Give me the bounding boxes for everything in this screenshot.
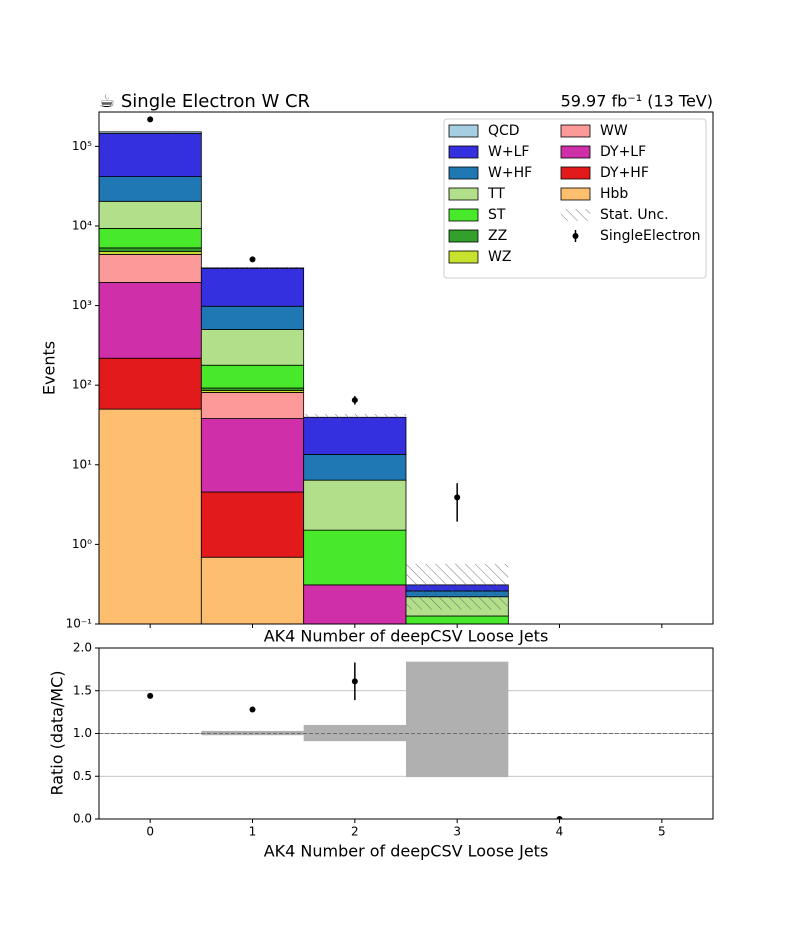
stack-segment [201, 392, 303, 418]
legend-label: DY+HF [600, 165, 649, 181]
legend-label: QCD [488, 123, 520, 139]
stack-segment [201, 365, 303, 388]
legend-label: SingleElectron [600, 228, 700, 244]
x-tick-label: 4 [556, 825, 564, 839]
x-tick-label: 2 [351, 825, 359, 839]
stack-segment [304, 480, 406, 530]
legend-swatch [561, 209, 590, 221]
legend-label: DY+LF [600, 144, 646, 160]
x-axis-label: AK4 Number of deepCSV Loose Jets [264, 627, 549, 646]
y-tick-label: 10⁵ [72, 139, 92, 153]
x-tick-label: 5 [658, 825, 666, 839]
mc-unc-band [304, 725, 406, 741]
y-tick-label: 10⁻¹ [66, 617, 93, 631]
y-tick-label: 1.5 [73, 683, 92, 697]
data-point [352, 678, 358, 684]
y-tick-label: 10¹ [72, 457, 92, 471]
mc-unc-band [201, 731, 303, 735]
y-tick-label: 10³ [72, 298, 92, 312]
legend-swatch [449, 251, 478, 263]
y-tick-label: 0.0 [73, 812, 92, 826]
x-tick-label: 3 [453, 825, 461, 839]
y-tick-label: 10⁰ [72, 537, 92, 551]
legend-swatch [449, 230, 478, 242]
x-tick-label: 0 [146, 825, 154, 839]
legend-label: W+LF [488, 144, 529, 160]
stack-segment [201, 268, 303, 306]
stack-segment [99, 228, 201, 247]
stack-segment [304, 454, 406, 480]
data-point [352, 397, 358, 403]
stat-unc-band [304, 414, 406, 421]
legend-label: TT [487, 186, 505, 202]
legend-label: Stat. Unc. [600, 207, 669, 223]
data-point [250, 707, 256, 713]
y-axis-label: Events [40, 341, 59, 395]
legend-swatch [573, 233, 579, 239]
data-point [250, 256, 256, 262]
data-point [147, 116, 153, 122]
stack-segment [99, 177, 201, 202]
chart-title: ☕ Single Electron W CR [99, 91, 310, 112]
stack-segment [201, 419, 303, 492]
legend-label: W+HF [488, 165, 532, 181]
stack-segment [304, 417, 406, 454]
stack-segment [201, 330, 303, 366]
stack-segment [99, 358, 201, 409]
legend-swatch [449, 125, 478, 137]
x-tick-label: 1 [249, 825, 257, 839]
legend-swatch [449, 167, 478, 179]
stack-segment [201, 492, 303, 557]
stack-segment [99, 254, 201, 282]
data-point [147, 693, 153, 699]
y-tick-label: 2.0 [73, 641, 92, 655]
stack-segment [99, 132, 201, 134]
y-tick-label: 0.5 [73, 769, 92, 783]
legend-label: WZ [488, 249, 511, 265]
legend-swatch [449, 146, 478, 158]
legend-swatch [561, 146, 590, 158]
stack-segment [201, 306, 303, 329]
chart-subtitle: 59.97 fb⁻¹ (13 TeV) [561, 92, 713, 111]
stack-segment [99, 248, 201, 251]
stack-segment [201, 557, 303, 629]
stack-segment [99, 201, 201, 228]
legend-label: ST [488, 207, 506, 223]
stack-segment [99, 251, 201, 254]
y-tick-label: 10⁴ [72, 218, 92, 232]
legend-swatch [561, 125, 590, 137]
legend-label: ZZ [488, 228, 507, 244]
x-axis-label: AK4 Number of deepCSV Loose Jets [264, 842, 549, 861]
legend-swatch [561, 188, 590, 200]
legend-label: Hbb [600, 186, 628, 202]
stat-unc-band [406, 564, 508, 610]
y-tick-label: 1.0 [73, 726, 92, 740]
stack-segment [304, 585, 406, 629]
legend-label: WW [600, 123, 628, 139]
legend-swatch [561, 167, 590, 179]
legend-swatch [449, 209, 478, 221]
stack-segment [99, 133, 201, 176]
stat-unc-band [201, 267, 303, 269]
y-axis-label: Ratio (data/MC) [48, 670, 67, 795]
stack-segment [304, 530, 406, 585]
legend-swatch [449, 188, 478, 200]
stack-segment [99, 283, 201, 359]
data-point [454, 494, 460, 500]
stack-segment [99, 409, 201, 629]
mc-unc-band [406, 662, 508, 777]
y-tick-label: 10² [72, 378, 92, 392]
